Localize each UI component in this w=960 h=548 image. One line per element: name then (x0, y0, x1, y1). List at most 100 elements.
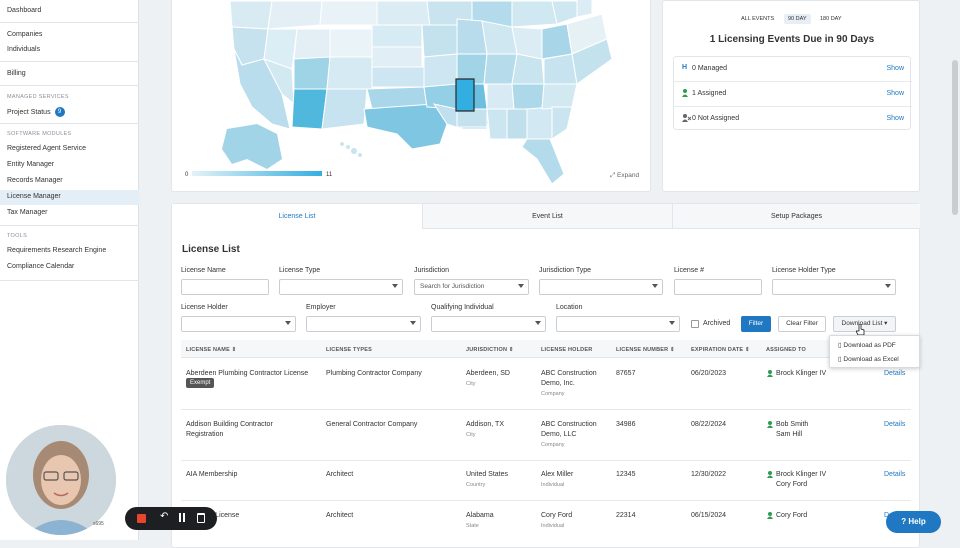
download-excel-label: Download as Excel (843, 356, 899, 363)
exempt-badge: Exempt (186, 378, 215, 388)
license-main-card: License List Event List Setup Packages L… (171, 203, 920, 548)
download-list-button[interactable]: Download List ▾ (833, 316, 896, 332)
jurisdiction-search-input[interactable]: Search for Jurisdiction (414, 279, 529, 295)
trash-icon[interactable] (197, 513, 205, 523)
license-name-input[interactable] (181, 279, 269, 295)
tab-setup-packages[interactable]: Setup Packages (672, 204, 920, 229)
map-state (486, 108, 508, 140)
expiration-cell: 06/20/2023 (691, 370, 727, 377)
stop-recording-button[interactable] (137, 514, 146, 523)
download-pdf-option[interactable]: ▯ Download as PDF (838, 342, 896, 349)
legend-gradient (192, 171, 322, 176)
holder-type-cell: Company (541, 391, 565, 397)
qualifying-individual-select[interactable] (431, 316, 546, 332)
sidebar-item-project-status[interactable]: Project Status 9 (7, 107, 65, 118)
jurisdiction-type-select[interactable] (539, 279, 663, 295)
tab-event-list[interactable]: Event List (422, 204, 672, 229)
license-name-cell[interactable]: Aberdeen Plumbing Contractor License (186, 370, 309, 377)
jurisdiction-type-cell: State (466, 523, 479, 529)
sidebar-item-companies[interactable]: Companies (7, 31, 43, 38)
pause-icon[interactable] (179, 513, 181, 522)
col-license-number[interactable]: LICENSE NUMBER ⇕ (616, 347, 675, 353)
license-number-input[interactable] (674, 279, 762, 295)
sidebar-divider (0, 123, 139, 124)
events-row-assigned: 1 Assigned Show (674, 82, 912, 107)
person-icon (682, 89, 688, 99)
map-state (423, 53, 458, 88)
chevron-down-icon (410, 321, 416, 325)
col-license-holder: LICENSE HOLDER (541, 347, 593, 353)
col-license-name[interactable]: LICENSE NAME ⇕ (186, 347, 237, 353)
filter-button[interactable]: Filter (741, 316, 771, 332)
location-select[interactable] (556, 316, 680, 332)
assigned-cell: Bob Smith (776, 421, 809, 428)
col-jurisdiction[interactable]: JURISDICTION ⇕ (466, 347, 514, 353)
license-name-cell-2[interactable]: Registration (186, 431, 224, 438)
license-list-title: License List (182, 244, 240, 255)
holder-type-cell: Company (541, 442, 565, 448)
employer-select[interactable] (306, 316, 421, 332)
download-excel-option[interactable]: ▯ Download as Excel (838, 356, 899, 363)
license-type-select[interactable] (279, 279, 403, 295)
range-all-events[interactable]: ALL EVENTS (741, 16, 775, 22)
person-icon (767, 471, 773, 478)
license-number-cell: 34986 (616, 421, 636, 428)
page-scrollbar[interactable] (952, 60, 958, 215)
map-state (229, 0, 273, 30)
row-divider (181, 409, 911, 410)
archived-label: Archived (703, 320, 731, 327)
show-managed-link[interactable]: Show (886, 65, 904, 72)
sidebar-active-highlight (0, 190, 139, 205)
undo-icon[interactable]: ↶ (160, 511, 169, 522)
expiration-cell: 06/15/2024 (691, 512, 727, 519)
jurisdiction-type-label: Jurisdiction Type (539, 267, 592, 274)
sidebar-item-requirements-engine[interactable]: Requirements Research Engine (7, 247, 107, 254)
show-not-assigned-link[interactable]: Show (886, 115, 904, 122)
expand-map-button[interactable]: ⤢ Expand (610, 172, 640, 179)
sidebar-item-individuals[interactable]: Individuals (7, 46, 41, 53)
sidebar-item-dashboard[interactable]: Dashboard (7, 7, 42, 14)
license-name-cell[interactable]: Addison Building Contractor (186, 421, 273, 428)
sidebar-item-entity-manager[interactable]: Entity Manager (7, 161, 55, 168)
sidebar-item-license-manager[interactable]: License Manager (7, 193, 61, 200)
sidebar-item-records-manager[interactable]: Records Manager (7, 177, 63, 184)
show-assigned-link[interactable]: Show (886, 90, 904, 97)
license-number-cell: 87657 (616, 370, 636, 377)
map-state (541, 83, 578, 110)
col-expiration-date[interactable]: EXPIRATION DATE ⇕ (691, 347, 750, 353)
sidebar-item-compliance-calendar[interactable]: Compliance Calendar (7, 263, 75, 270)
license-name-cell[interactable]: AIA Membership (186, 471, 238, 478)
archived-checkbox[interactable] (691, 320, 699, 328)
tab-license-list[interactable]: License List (172, 204, 422, 229)
jurisdiction-cell: Aberdeen, SD (466, 370, 510, 377)
events-row-label: 0 Not Assigned (692, 115, 740, 122)
license-holder-type-select[interactable] (772, 279, 896, 295)
license-holder-type-label: License Holder Type (772, 267, 836, 274)
chevron-down-icon (652, 284, 658, 288)
map-state (526, 106, 553, 140)
events-row-not-assigned: 0 Not Assigned Show (674, 107, 912, 132)
clear-filter-button[interactable]: Clear Filter (778, 316, 826, 332)
map-state (371, 66, 425, 88)
license-number-label: License # (674, 267, 704, 274)
holder-type-cell: Individual (541, 482, 565, 488)
details-link[interactable]: Details (884, 370, 906, 377)
range-180-day[interactable]: 180 DAY (820, 16, 842, 22)
map-state (371, 24, 423, 48)
us-choropleth-map[interactable]: 0 11 (172, 0, 651, 192)
details-link[interactable]: Details (884, 471, 906, 478)
license-type-label: License Type (279, 267, 321, 274)
help-button[interactable]: ? Help (886, 511, 941, 533)
sidebar-item-registered-agent[interactable]: Registered Agent Service (7, 145, 86, 152)
license-number-cell: 12345 (616, 471, 636, 478)
map-state (321, 88, 368, 130)
sidebar-item-billing[interactable]: Billing (7, 70, 26, 77)
license-holder-select[interactable] (181, 316, 296, 332)
map-state (483, 53, 518, 85)
details-link[interactable]: Details (884, 421, 906, 428)
assigned-cell: Brock Klinger IV (776, 471, 827, 478)
section-software-modules: SOFTWARE MODULES (7, 131, 72, 137)
range-90-day[interactable]: 90 DAY (784, 14, 811, 24)
sidebar-item-tax-manager[interactable]: Tax Manager (7, 209, 48, 216)
download-menu: ▯ Download as PDF ▯ Download as Excel (829, 335, 920, 368)
